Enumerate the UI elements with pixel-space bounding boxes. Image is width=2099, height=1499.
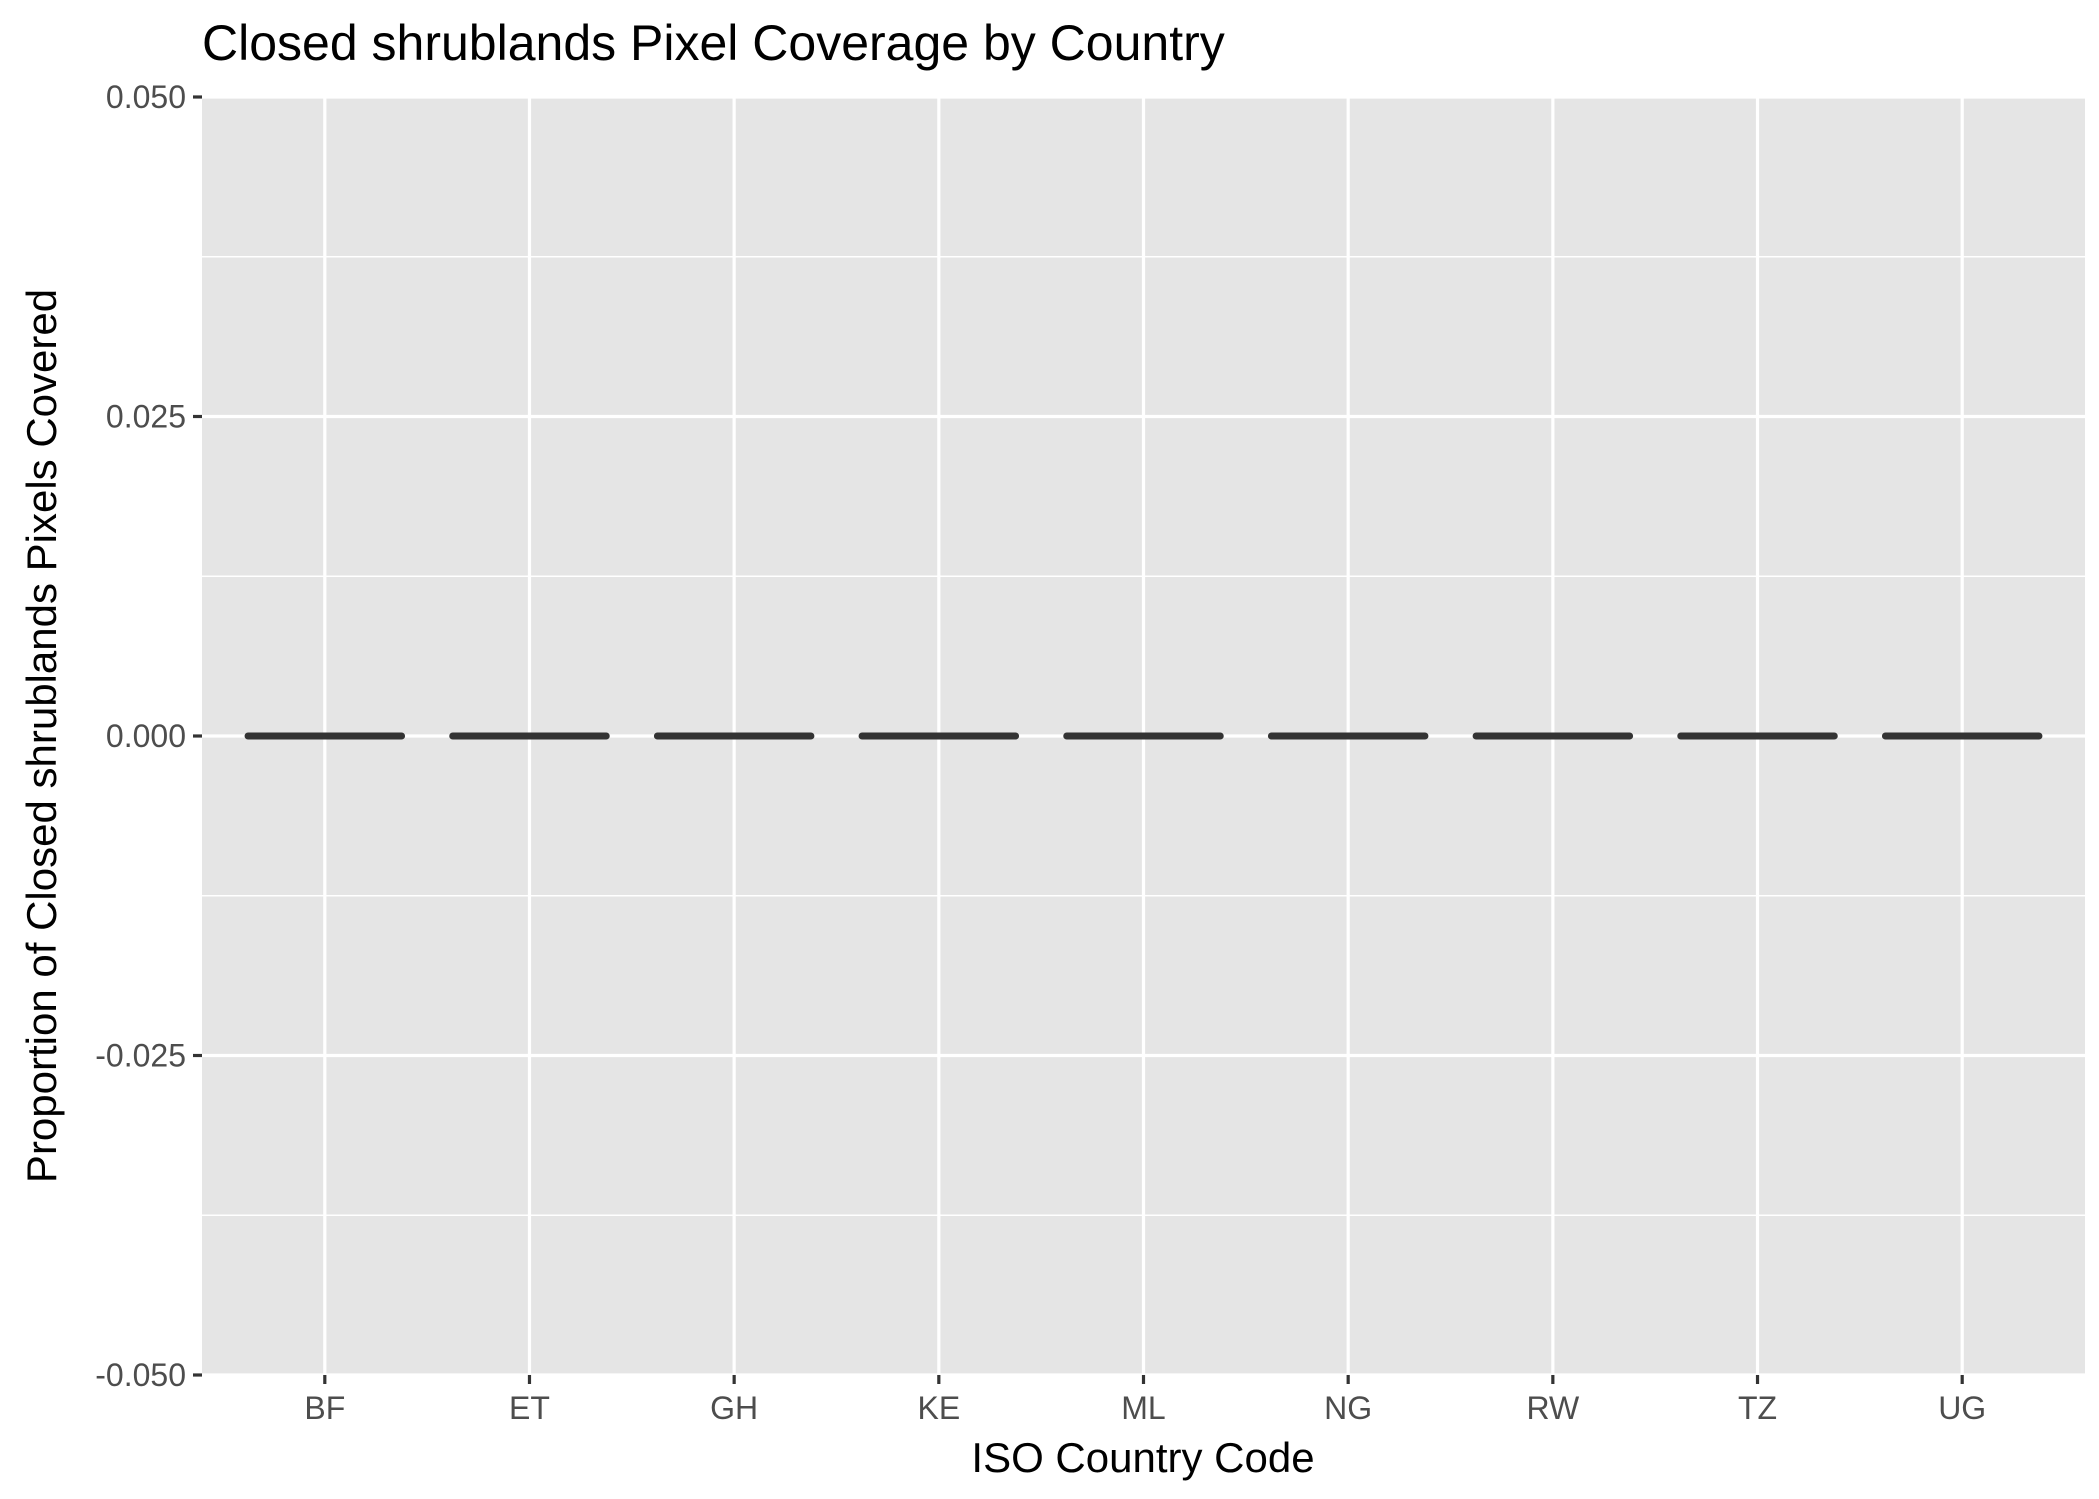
y-tick-label: -0.050 <box>95 1357 186 1393</box>
y-tick-label: 0.025 <box>106 399 186 435</box>
x-tick-label: ML <box>1121 1390 1165 1426</box>
y-tick-label: 0.050 <box>106 79 186 115</box>
x-tick-label: BF <box>304 1390 345 1426</box>
chart-title: Closed shrublands Pixel Coverage by Coun… <box>202 15 1225 71</box>
x-tick-label: NG <box>1324 1390 1372 1426</box>
y-tick-label: 0.000 <box>106 718 186 754</box>
y-axis-title: Proportion of Closed shrublands Pixels C… <box>18 289 65 1183</box>
y-tick-label: -0.025 <box>95 1038 186 1074</box>
x-tick-label: GH <box>710 1390 758 1426</box>
x-tick-label: ET <box>509 1390 550 1426</box>
x-axis-title: ISO Country Code <box>971 1434 1314 1481</box>
x-tick-label: KE <box>917 1390 960 1426</box>
x-tick-label: RW <box>1526 1390 1580 1426</box>
y-axis: -0.050 -0.025 0.000 0.025 0.050 <box>95 79 202 1393</box>
x-tick-label: UG <box>1938 1390 1986 1426</box>
x-axis: BF ET GH KE ML NG RW TZ UG <box>304 1375 1986 1426</box>
x-tick-label: TZ <box>1738 1390 1777 1426</box>
